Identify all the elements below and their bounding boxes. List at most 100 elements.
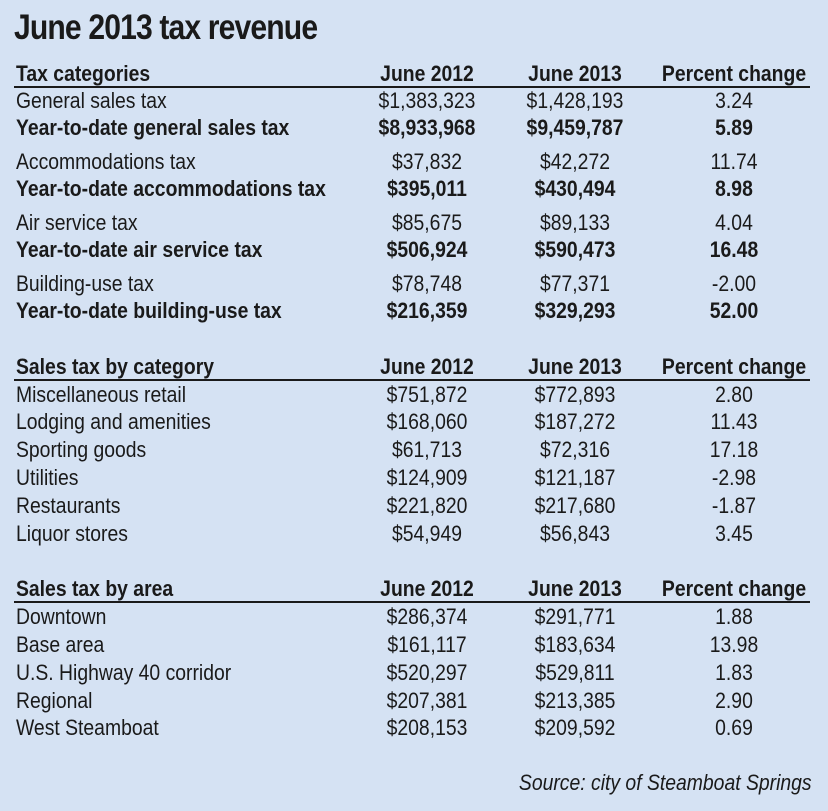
row-label: Building-use tax: [16, 271, 154, 296]
row-percent-change: -1.87: [711, 493, 757, 518]
row-june-2012: $216,359: [386, 298, 468, 323]
row-label: Regional: [16, 688, 93, 713]
row-label: Liquor stores: [16, 521, 128, 546]
row-june-2013: $56,843: [540, 521, 610, 546]
table-row: Air service tax $85,675 $89,133 4.04: [0, 209, 828, 236]
row-percent-change: 1.88: [715, 604, 753, 629]
table-row: Base area $161,117 $183,634 13.98: [0, 631, 828, 658]
header-june-2013: June 2013: [528, 576, 622, 601]
section-header: Sales tax by area June 2012 June 2013 Pe…: [0, 575, 828, 602]
row-percent-change: 3.45: [715, 521, 753, 546]
header-percent-change: Percent change: [661, 576, 807, 601]
table-row: Restaurants $221,820 $217,680 -1.87: [0, 492, 828, 519]
table-row: West Steamboat $208,153 $209,592 0.69: [0, 714, 828, 741]
row-june-2012: $221,820: [386, 493, 468, 518]
row-percent-change: 3.24: [715, 88, 753, 113]
table-row: Sporting goods $61,713 $72,316 17.18: [0, 436, 828, 463]
header-june-2013: June 2013: [528, 61, 622, 86]
header-rule: [14, 86, 810, 88]
row-june-2013: $183,634: [534, 632, 616, 657]
header-label: Sales tax by area: [16, 576, 174, 601]
row-label: U.S. Highway 40 corridor: [16, 660, 232, 685]
row-june-2012: $506,924: [386, 237, 468, 262]
row-june-2013: $187,272: [534, 409, 616, 434]
row-label: West Steamboat: [16, 715, 159, 740]
row-percent-change: 5.89: [715, 115, 753, 140]
row-june-2012: $395,011: [387, 176, 467, 201]
header-rule: [14, 379, 810, 381]
row-label: Downtown: [16, 604, 107, 629]
row-june-2013: $77,371: [540, 271, 610, 296]
row-label: Year-to-date accommodations tax: [16, 176, 326, 201]
header-label: Tax categories: [16, 61, 151, 86]
table-row: Lodging and amenities $168,060 $187,272 …: [0, 408, 828, 435]
header-june-2012: June 2012: [380, 576, 474, 601]
table-row: Year-to-date building-use tax $216,359 $…: [0, 297, 828, 324]
row-june-2013: $121,187: [534, 465, 616, 490]
header-june-2012: June 2012: [380, 354, 474, 379]
table-row: Accommodations tax $37,832 $42,272 11.74: [0, 148, 828, 175]
source-note: Source: city of Steamboat Springs: [519, 770, 812, 795]
row-june-2013: $72,316: [540, 437, 610, 462]
row-percent-change: 2.80: [715, 382, 753, 407]
row-percent-change: -2.00: [711, 271, 757, 296]
row-june-2012: $1,383,323: [378, 88, 476, 113]
table-row: Year-to-date air service tax $506,924 $5…: [0, 236, 828, 263]
header-june-2013: June 2013: [528, 354, 622, 379]
row-june-2012: $8,933,968: [378, 115, 476, 140]
row-june-2012: $124,909: [386, 465, 468, 490]
row-percent-change: -2.98: [711, 465, 757, 490]
table-row: Regional $207,381 $213,385 2.90: [0, 687, 828, 714]
row-june-2012: $520,297: [386, 660, 468, 685]
row-june-2013: $209,592: [534, 715, 616, 740]
table-row: Year-to-date accommodations tax $395,011…: [0, 175, 828, 202]
row-percent-change: 17.18: [709, 437, 759, 462]
header-percent-change: Percent change: [661, 61, 807, 86]
row-percent-change: 4.04: [715, 210, 753, 235]
row-june-2012: $78,748: [392, 271, 462, 296]
row-label: Year-to-date general sales tax: [16, 115, 290, 140]
row-june-2013: $430,494: [534, 176, 616, 201]
row-june-2013: $590,473: [534, 237, 616, 262]
row-percent-change: 16.48: [709, 237, 759, 262]
row-june-2012: $207,381: [386, 688, 468, 713]
row-label: Sporting goods: [16, 437, 147, 462]
header-june-2012: June 2012: [380, 61, 474, 86]
row-label: Restaurants: [16, 493, 121, 518]
row-june-2013: $89,133: [540, 210, 610, 235]
row-percent-change: 52.00: [709, 298, 759, 323]
table-row: Downtown $286,374 $291,771 1.88: [0, 603, 828, 630]
row-june-2012: $54,949: [392, 521, 462, 546]
row-percent-change: 13.98: [709, 632, 759, 657]
header-rule: [14, 601, 810, 603]
row-june-2013: $1,428,193: [526, 88, 624, 113]
row-percent-change: 11.74: [710, 149, 758, 174]
row-june-2013: $42,272: [540, 149, 610, 174]
row-label: Air service tax: [16, 210, 138, 235]
row-june-2012: $751,872: [386, 382, 468, 407]
row-label: Miscellaneous retail: [16, 382, 187, 407]
row-june-2013: $217,680: [534, 493, 616, 518]
table-row: Utilities $124,909 $121,187 -2.98: [0, 464, 828, 491]
row-june-2012: $37,832: [392, 149, 462, 174]
section-header: Sales tax by category June 2012 June 201…: [0, 353, 828, 380]
row-label: Utilities: [16, 465, 79, 490]
row-label: Base area: [16, 632, 105, 657]
row-label: Year-to-date air service tax: [16, 237, 263, 262]
row-label: Year-to-date building-use tax: [16, 298, 282, 323]
row-percent-change: 11.43: [710, 409, 758, 434]
row-june-2013: $772,893: [534, 382, 616, 407]
section-header: Tax categories June 2012 June 2013 Perce…: [0, 60, 828, 87]
row-label: General sales tax: [16, 88, 167, 113]
row-june-2013: $9,459,787: [526, 115, 624, 140]
row-label: Lodging and amenities: [16, 409, 211, 434]
table-row: General sales tax $1,383,323 $1,428,193 …: [0, 87, 828, 114]
row-percent-change: 1.83: [715, 660, 753, 685]
row-percent-change: 2.90: [715, 688, 753, 713]
row-june-2012: $168,060: [386, 409, 468, 434]
table-row: Building-use tax $78,748 $77,371 -2.00: [0, 270, 828, 297]
table-row: U.S. Highway 40 corridor $520,297 $529,8…: [0, 659, 828, 686]
row-june-2013: $213,385: [534, 688, 616, 713]
row-june-2013: $291,771: [534, 604, 616, 629]
row-percent-change: 8.98: [715, 176, 753, 201]
